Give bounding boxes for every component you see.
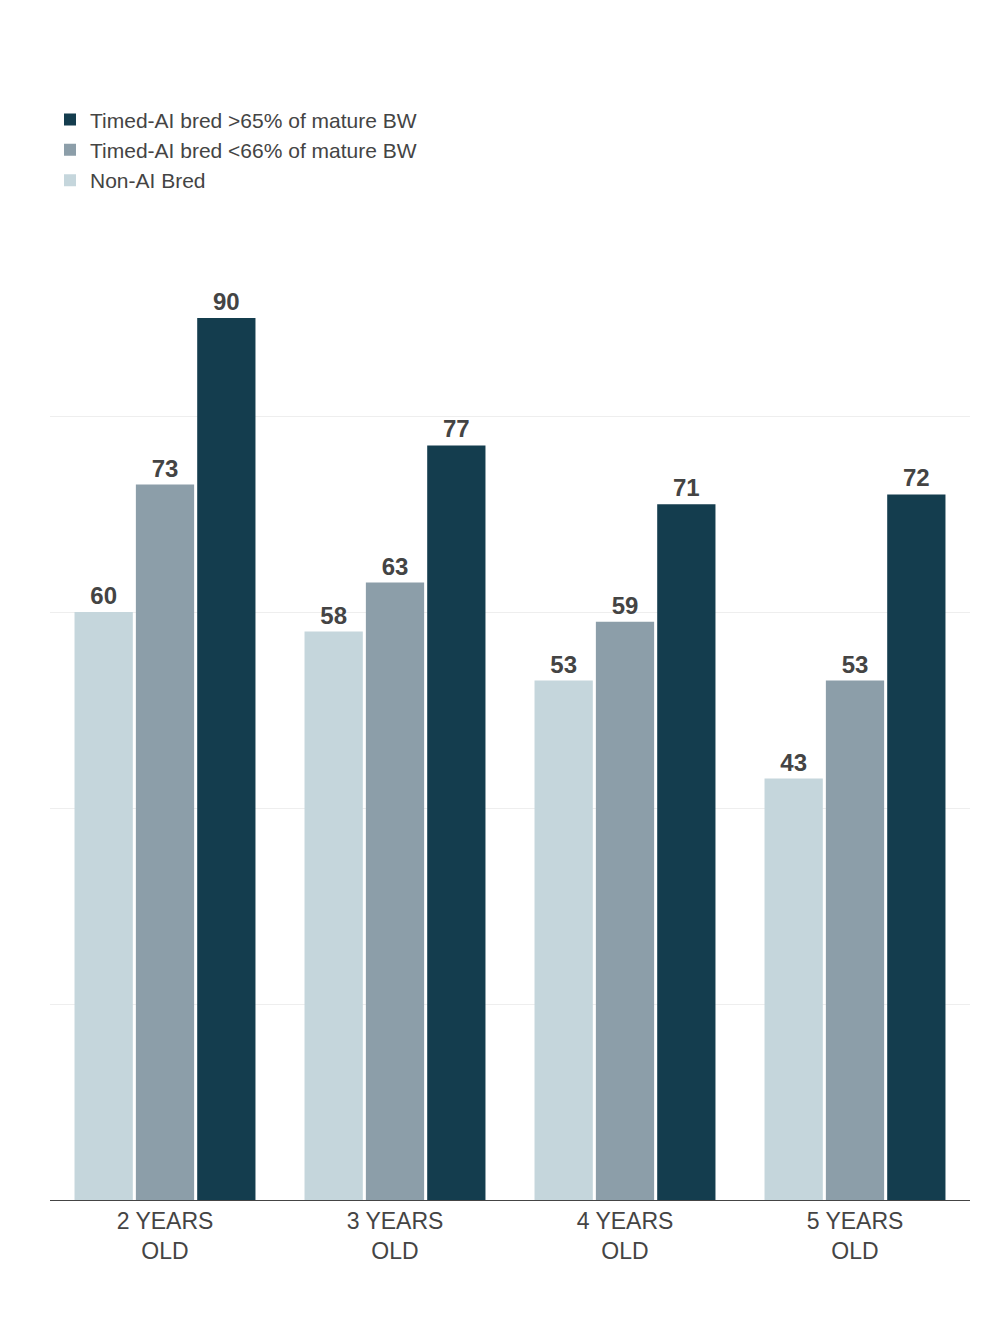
svg-text:59: 59 <box>612 592 639 619</box>
svg-text:4 YEARSOLD: 4 YEARSOLD <box>577 1208 674 1264</box>
svg-text:2 YEARSOLD: 2 YEARSOLD <box>117 1208 214 1264</box>
svg-text:63: 63 <box>382 553 409 580</box>
svg-text:3 YEARSOLD: 3 YEARSOLD <box>347 1208 444 1264</box>
svg-text:73: 73 <box>152 455 179 482</box>
svg-text:Non-AI Bred: Non-AI Bred <box>90 169 206 192</box>
svg-text:77: 77 <box>443 415 470 442</box>
svg-text:5 YEARSOLD: 5 YEARSOLD <box>807 1208 904 1264</box>
svg-text:72: 72 <box>903 464 930 491</box>
svg-text:43: 43 <box>780 749 807 776</box>
svg-text:58: 58 <box>320 602 347 629</box>
svg-text:90: 90 <box>213 288 240 315</box>
svg-text:60: 60 <box>90 582 117 609</box>
svg-text:71: 71 <box>673 474 700 501</box>
svg-text:Timed-AI bred >65% of mature B: Timed-AI bred >65% of mature BW <box>90 109 417 132</box>
svg-text:Timed-AI bred <66% of mature B: Timed-AI bred <66% of mature BW <box>90 139 417 162</box>
svg-text:53: 53 <box>842 651 869 678</box>
svg-text:53: 53 <box>550 651 577 678</box>
